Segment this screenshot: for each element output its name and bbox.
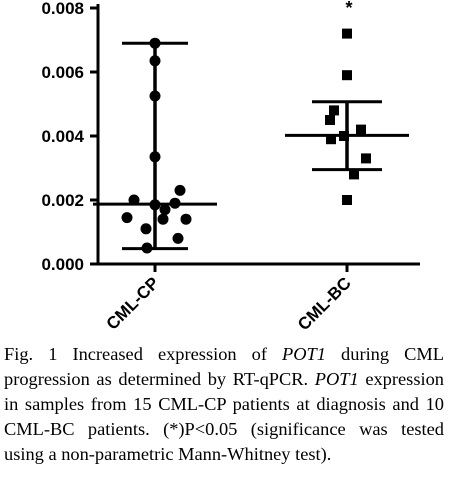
x-tick-label-cml-bc: CML-BC	[294, 273, 355, 334]
data-point	[356, 124, 366, 135]
data-point	[149, 55, 161, 67]
data-point	[159, 204, 171, 216]
caption-gene-1: POT1	[282, 344, 326, 364]
data-point	[349, 169, 359, 180]
data-point	[361, 153, 371, 164]
data-point	[149, 90, 161, 102]
y-tick-label: 0.008	[41, 0, 84, 18]
data-point	[140, 223, 152, 235]
caption-suffix: expression in samples from 15 CML-CP pat…	[4, 369, 444, 464]
data-point	[174, 184, 186, 196]
data-point	[342, 70, 352, 81]
data-point	[326, 134, 336, 145]
caption-middle: during CML progression as determined by …	[4, 344, 444, 389]
caption-gene-2: POT1	[314, 369, 359, 389]
y-tick-label: 0.004	[41, 127, 84, 146]
y-tick-label: 0.006	[41, 63, 84, 82]
data-point	[325, 115, 335, 125]
significance-annotation: *	[345, 0, 352, 18]
data-point	[141, 242, 153, 254]
data-point	[342, 28, 352, 39]
data-point	[180, 213, 192, 225]
axes: 0.000 0.002 0.004 0.006 0.008 CML-CP CML-BC	[41, 0, 420, 334]
y-tick-label: 0.000	[41, 255, 84, 274]
data-point	[172, 232, 184, 244]
data-point	[149, 37, 161, 49]
caption-prefix: Fig. 1 Increased expression of	[4, 344, 283, 364]
y-tick-label: 0.002	[41, 191, 84, 210]
x-tick-label-cml-cp: CML-CP	[103, 273, 163, 333]
dot-plot: 0.000 0.002 0.004 0.006 0.008 CML-CP CML-BC *	[41, 0, 420, 334]
data-point	[149, 151, 161, 163]
data-point	[342, 195, 352, 205]
figure-caption: Fig. 1 Increased expression of POT1 duri…	[4, 342, 444, 467]
data-point	[157, 213, 169, 225]
data-point	[121, 212, 133, 224]
plot-marks: *	[93, 0, 409, 254]
data-point	[329, 105, 339, 116]
